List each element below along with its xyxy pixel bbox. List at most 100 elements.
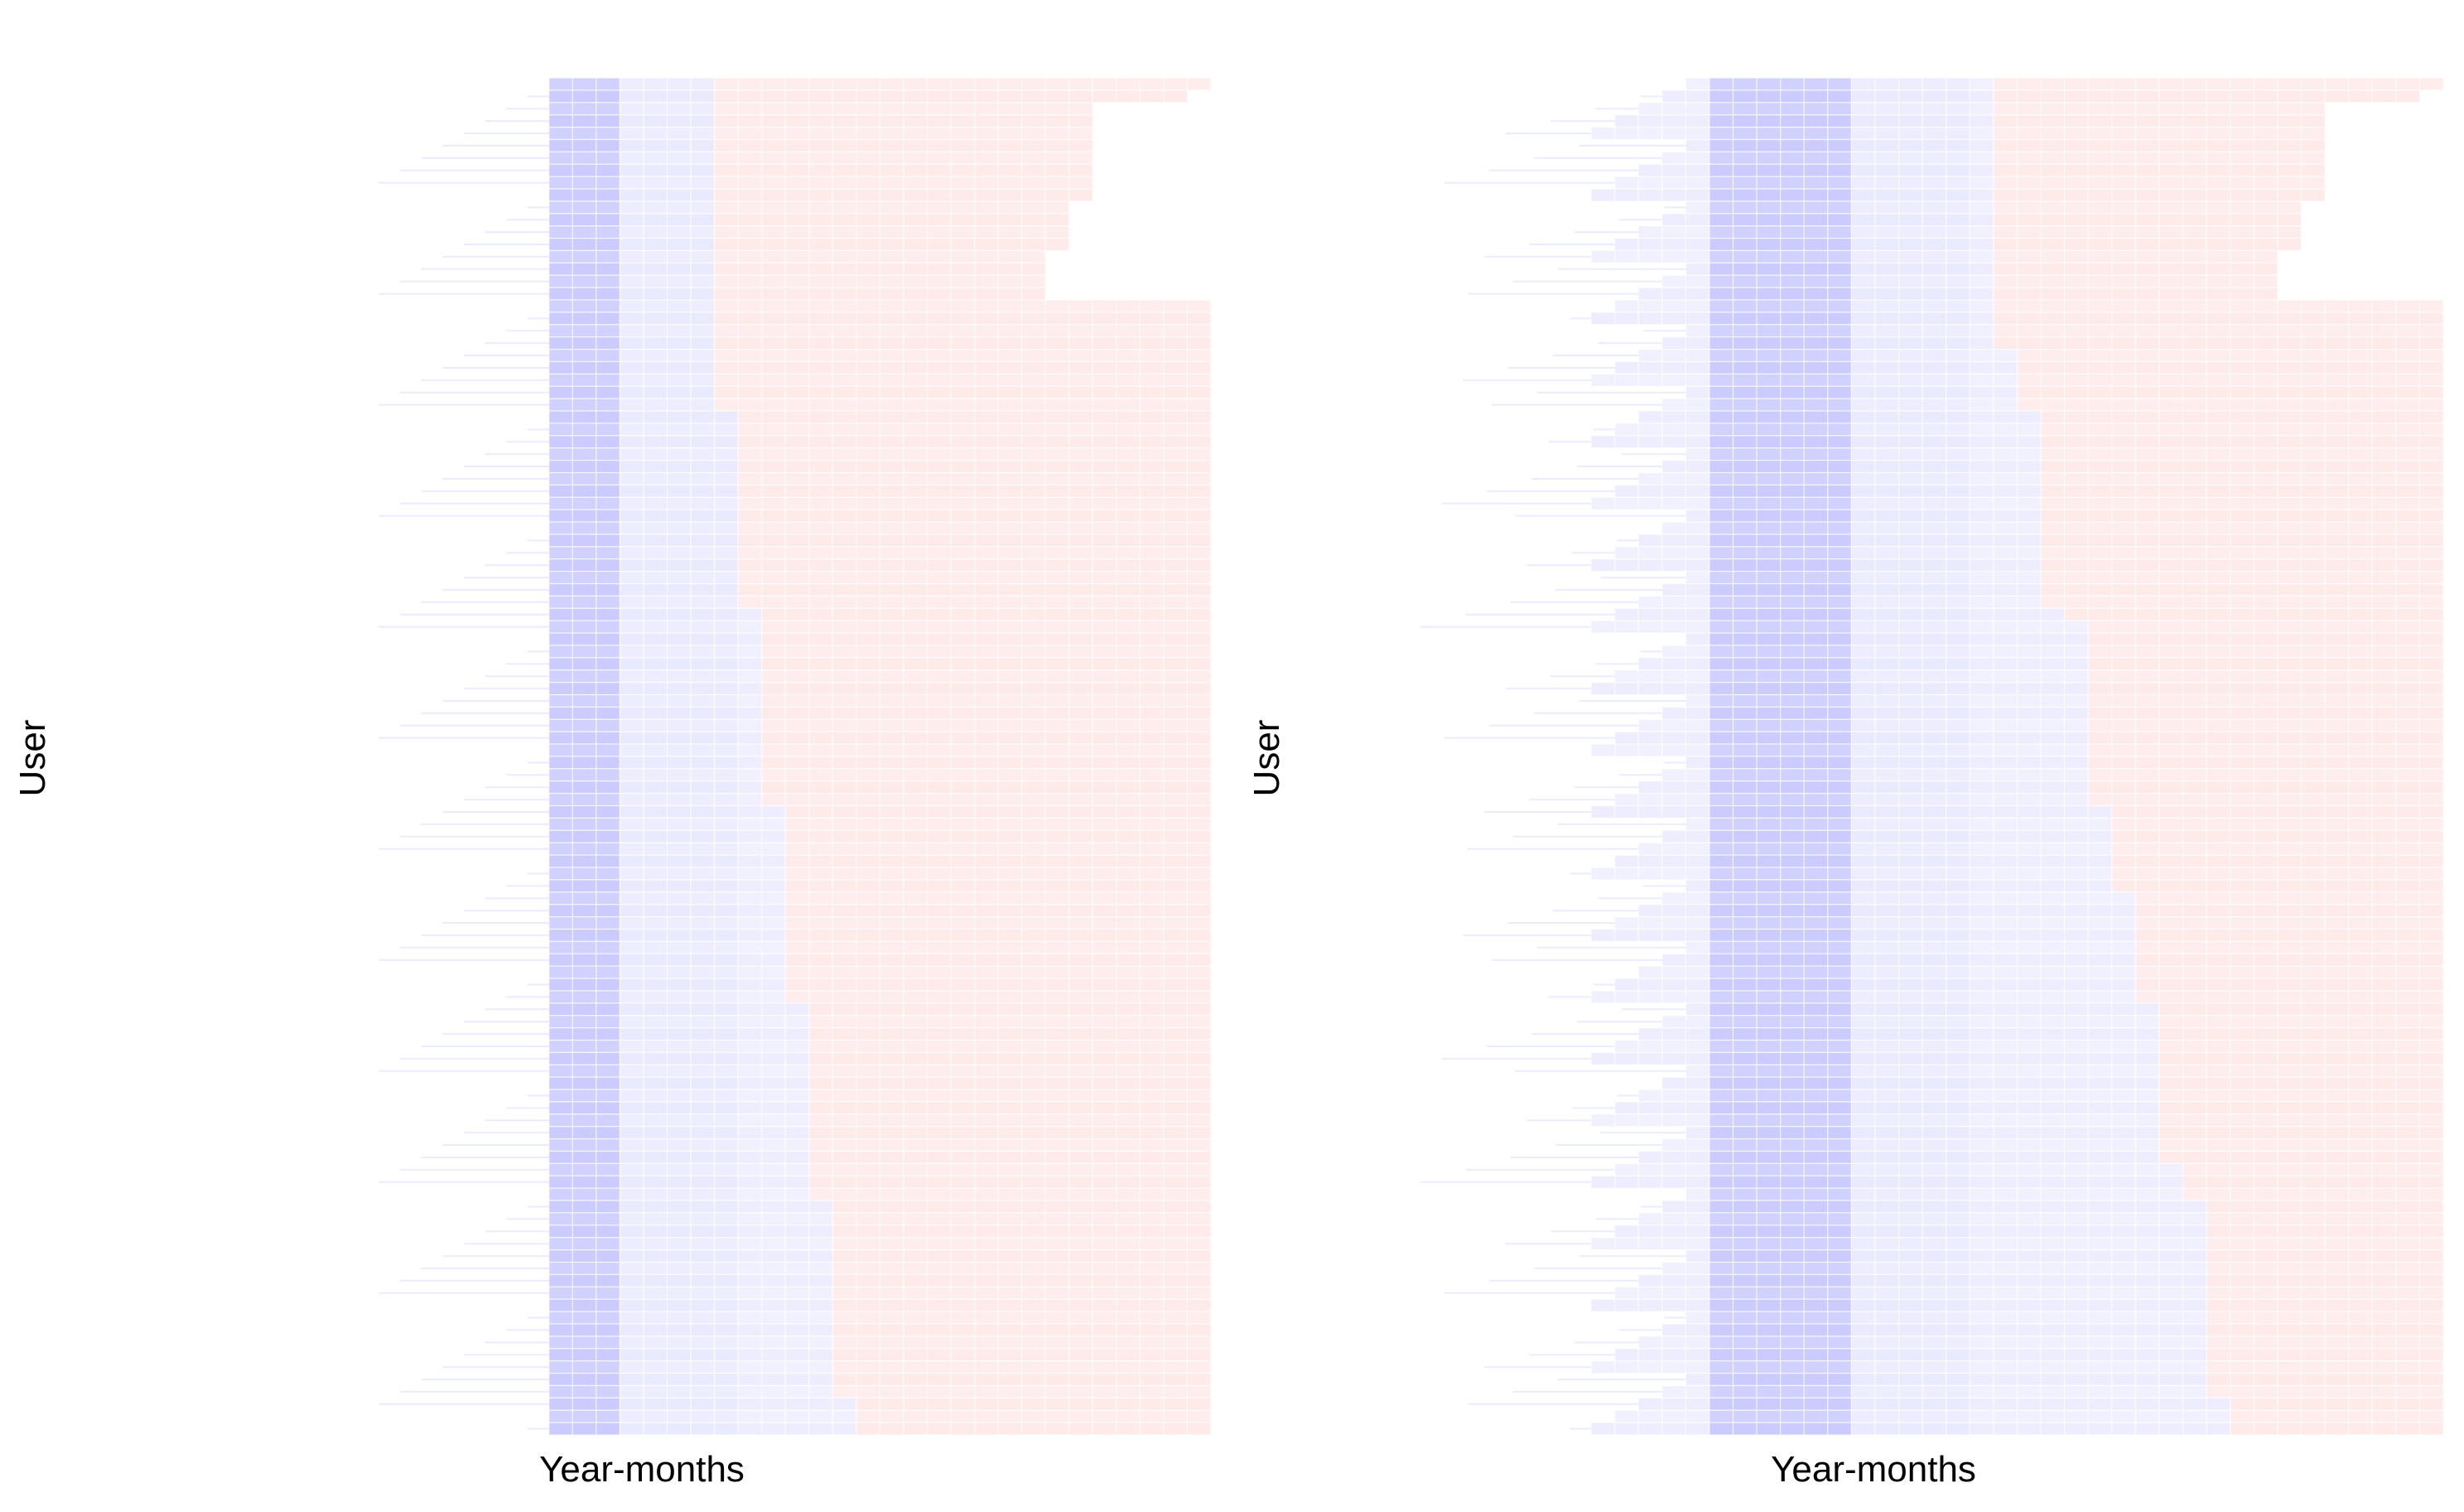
heatmap-cell-blue xyxy=(596,781,620,794)
heatmap-cell-red xyxy=(809,312,833,325)
heatmap-cell-red xyxy=(2419,325,2443,337)
heatmap-cell-red xyxy=(880,436,904,448)
heatmap-cell-red xyxy=(998,201,1022,214)
heatmap-cell-red xyxy=(998,1374,1022,1386)
heatmap-cell-blue xyxy=(1922,719,1946,732)
heatmap-cell-blue xyxy=(1970,633,1994,645)
heatmap-cell-red xyxy=(2254,559,2278,572)
heatmap-cell-red xyxy=(1164,1152,1188,1164)
heatmap-cell-red xyxy=(2349,90,2373,103)
heatmap-cell-blue xyxy=(715,756,739,769)
heatmap-cell-red xyxy=(2254,201,2278,214)
heatmap-cell-red xyxy=(880,226,904,239)
heatmap-cell-blue xyxy=(1875,361,1899,374)
heatmap-cell-red xyxy=(2088,744,2112,756)
heatmap-cell-blue xyxy=(691,941,715,954)
heatmap-cell-blue xyxy=(1970,78,1994,90)
heatmap-cell-red xyxy=(904,90,928,103)
heatmap-cell-blue xyxy=(691,1016,715,1028)
heatmap-cell-red xyxy=(951,201,975,214)
heatmap-cell-red xyxy=(1164,596,1188,608)
heatmap-cell-red xyxy=(928,1003,952,1016)
heatmap-cell-blue xyxy=(668,670,692,683)
heatmap-cell-red xyxy=(2112,695,2136,708)
heatmap-cell-red xyxy=(2159,559,2183,572)
heatmap-cell-blue xyxy=(762,880,786,892)
heatmap-cell-red xyxy=(904,1163,928,1176)
heatmap-cell-red xyxy=(2302,497,2326,510)
heatmap-cell-red xyxy=(2254,250,2278,263)
heatmap-cell-red xyxy=(2254,608,2278,621)
heatmap-cell-blue xyxy=(762,1238,786,1250)
heatmap-cell-red xyxy=(2254,411,2278,423)
heatmap-cell-red xyxy=(951,239,975,251)
heatmap-cell-blue xyxy=(549,1324,573,1336)
heatmap-cell-red xyxy=(2278,756,2302,769)
heatmap-cell-red xyxy=(2135,263,2159,275)
heatmap-cell-red xyxy=(738,164,762,176)
heatmap-cell-red xyxy=(785,954,809,966)
heatmap-cell-blue xyxy=(596,966,620,978)
heatmap-cell-red xyxy=(2325,325,2349,337)
heatmap-cell-red xyxy=(1022,1077,1046,1089)
heatmap-cell-red xyxy=(1092,1324,1116,1336)
heatmap-cell-red xyxy=(951,189,975,201)
heatmap-cell-red xyxy=(904,461,928,473)
heatmap-cell-blue xyxy=(1709,90,1733,103)
heatmap-cell-blue xyxy=(1922,461,1946,473)
heatmap-cell-blue xyxy=(572,1423,596,1435)
heatmap-cell-blue xyxy=(620,139,644,152)
heatmap-cell-red xyxy=(1116,621,1140,633)
heatmap-cell-red xyxy=(975,399,999,411)
heatmap-cell-red xyxy=(2041,423,2065,436)
heatmap-cell-blue xyxy=(620,1299,644,1312)
heatmap-cell-blue xyxy=(1851,128,1875,140)
heatmap-cell-blue xyxy=(762,1263,786,1275)
heatmap-cell-red xyxy=(1116,1336,1140,1349)
heatmap-cell-blue xyxy=(596,719,620,732)
heatmap-cell-red xyxy=(832,325,856,337)
heatmap-cell-blue xyxy=(738,633,762,645)
heatmap-cell-red xyxy=(1140,1114,1164,1127)
heatmap-cell-red xyxy=(975,300,999,312)
heatmap-cell-blue xyxy=(1733,250,1758,263)
heatmap-cell-blue xyxy=(1851,90,1875,103)
heatmap-cell-blue xyxy=(668,139,692,152)
heatmap-cell-blue xyxy=(644,756,668,769)
heatmap-cell-blue xyxy=(715,1089,739,1102)
heatmap-cell-red xyxy=(2372,510,2396,522)
heatmap-cell-red xyxy=(2183,128,2207,140)
heatmap-cell-blue xyxy=(691,152,715,164)
heatmap-cell-red xyxy=(1116,1299,1140,1312)
heatmap-cell-red xyxy=(2018,399,2042,411)
heatmap-cell-red xyxy=(738,90,762,103)
heatmap-cell-blue xyxy=(620,633,644,645)
heatmap-cell-red xyxy=(762,658,786,670)
heatmap-cell-red xyxy=(2372,312,2396,325)
heatmap-cell-blue xyxy=(1875,411,1899,423)
heatmap-cell-red xyxy=(2325,300,2349,312)
heatmap-cell-red xyxy=(856,867,880,880)
heatmap-cell-red xyxy=(809,929,833,941)
heatmap-cell-blue xyxy=(1875,732,1899,744)
heatmap-cell-red xyxy=(1187,1385,1211,1398)
heatmap-cell-blue xyxy=(691,1040,715,1052)
heatmap-cell-blue xyxy=(785,1028,809,1041)
heatmap-cell-red xyxy=(1045,1410,1069,1423)
heatmap-cell-blue xyxy=(715,719,739,732)
heatmap-cell-red xyxy=(2088,226,2112,239)
heatmap-cell-blue xyxy=(668,201,692,214)
heatmap-cell-red xyxy=(832,596,856,608)
heatmap-cell-blue xyxy=(644,670,668,683)
heatmap-cell-red xyxy=(998,423,1022,436)
heatmap-cell-blue xyxy=(2065,719,2089,732)
heatmap-cell-blue xyxy=(1851,337,1875,350)
heatmap-cell-blue xyxy=(738,695,762,708)
heatmap-cell-blue xyxy=(1922,374,1946,386)
heatmap-cell-blue xyxy=(1757,522,1781,534)
heatmap-cell-red xyxy=(1022,152,1046,164)
heatmap-cell-red xyxy=(928,214,952,226)
heatmap-cell-red xyxy=(928,461,952,473)
heatmap-cell-red xyxy=(1164,300,1188,312)
heatmap-cell-blue xyxy=(691,732,715,744)
